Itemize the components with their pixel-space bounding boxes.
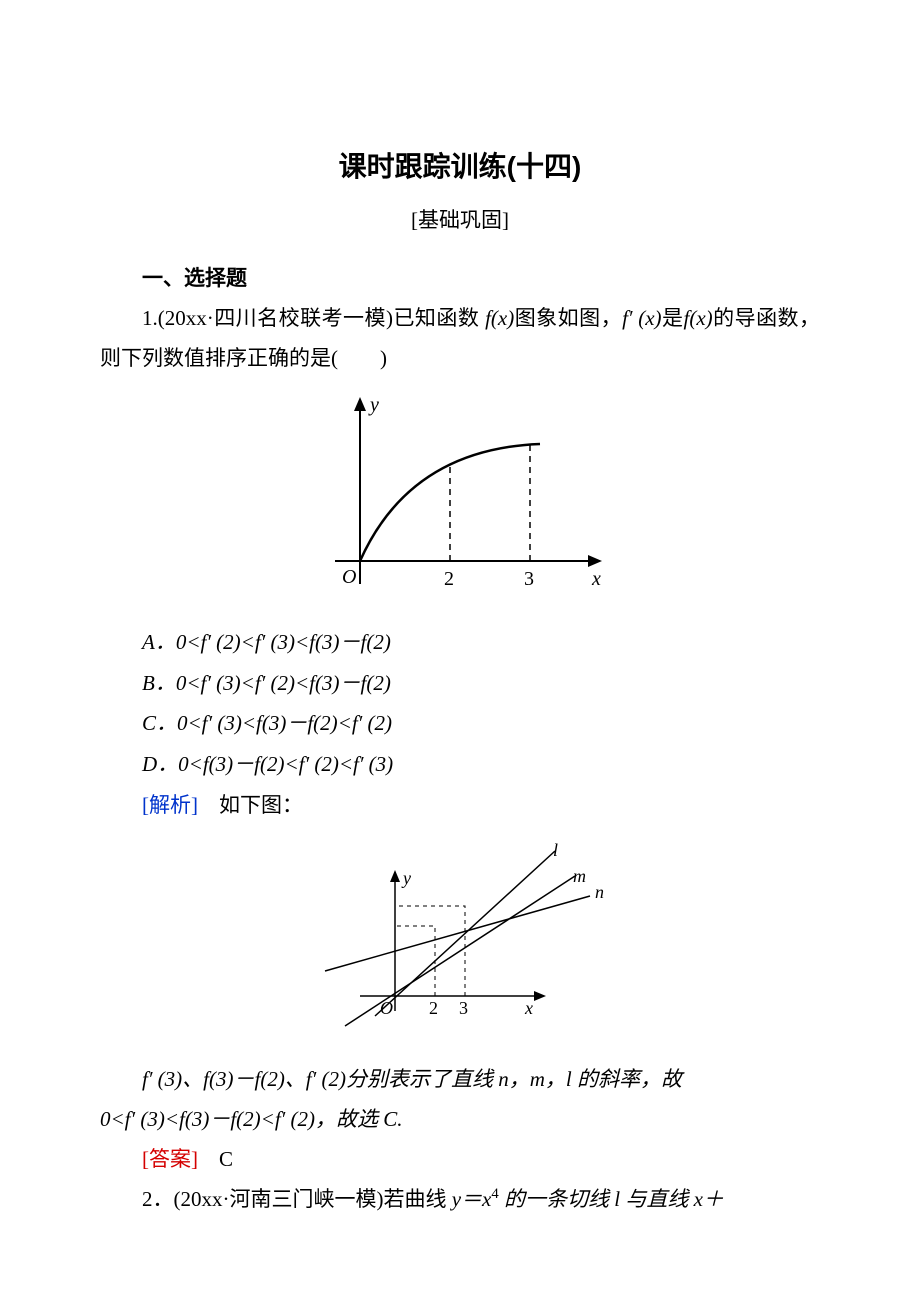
q1-stem: 1.(20xx·四川名校联考一模)已知函数 f(x)图象如图，f′ (x)是f(… bbox=[100, 299, 820, 379]
q1-stem-a: 1.(20xx·四川名校联考一模)已知函数 bbox=[142, 306, 485, 330]
fig2-label-y: y bbox=[401, 868, 411, 888]
fig2-dash-2 bbox=[395, 906, 465, 996]
q1-fx: f(x) bbox=[485, 306, 514, 330]
fig1-label-2: 2 bbox=[444, 568, 454, 590]
fig1-label-O: O bbox=[342, 566, 356, 588]
q1-conclusion-a: f′ (3)、f(3)－f(2)、f′ (2)分别表示了直线 n，m，l 的斜率… bbox=[100, 1060, 820, 1100]
q2-stem-b: 的一条切线 l 与直线 x＋ bbox=[499, 1187, 724, 1211]
figure-2: y O 2 3 x l m n bbox=[100, 836, 820, 1050]
fig2-label-2: 2 bbox=[429, 998, 438, 1018]
q2-power: 4 bbox=[491, 1186, 498, 1202]
fig1-label-x: x bbox=[591, 568, 601, 590]
fig1-label-3: 3 bbox=[524, 568, 534, 590]
fig2-label-n: n bbox=[595, 882, 604, 902]
fig2-y-arrow bbox=[390, 870, 400, 882]
q1-fx2: f(x) bbox=[684, 306, 713, 330]
q1-analysis-line: [解析] 如下图： bbox=[100, 786, 820, 826]
figure-2-svg: y O 2 3 x l m n bbox=[305, 836, 615, 1036]
answer-label: [答案] bbox=[142, 1147, 198, 1171]
q2-stem-a: 2．(20xx·河南三门峡一模)若曲线 bbox=[142, 1187, 452, 1211]
page-title: 课时跟踪训练(十四) bbox=[100, 140, 820, 193]
answer-value: C bbox=[198, 1147, 233, 1171]
q2-stem: 2．(20xx·河南三门峡一模)若曲线 y＝x4 的一条切线 l 与直线 x＋ bbox=[100, 1180, 820, 1220]
q1-conclusion-b: 0<f′ (3)<f(3)－f(2)<f′ (2)，故选 C. bbox=[100, 1100, 820, 1140]
fig2-label-3: 3 bbox=[459, 998, 468, 1018]
fig1-x-arrow bbox=[588, 555, 602, 567]
fig1-label-y: y bbox=[368, 394, 379, 416]
q1-option-a: A．0<f′ (2)<f′ (3)<f(3)－f(2) bbox=[100, 623, 820, 663]
q1-stem-b: 图象如图， bbox=[514, 306, 622, 330]
q1-option-c: C．0<f′ (3)<f(3)－f(2)<f′ (2) bbox=[100, 704, 820, 744]
fig2-label-O: O bbox=[380, 998, 393, 1018]
q1-fpx: f′ (x) bbox=[622, 306, 661, 330]
figure-1-svg: y O 2 3 x bbox=[300, 389, 620, 599]
q1-answer-line: [答案] C bbox=[100, 1140, 820, 1180]
page-subtitle: [基础巩固] bbox=[100, 201, 820, 241]
fig2-line-l bbox=[375, 851, 555, 1016]
figure-1: y O 2 3 x bbox=[100, 389, 820, 613]
q1-option-b: B．0<f′ (3)<f′ (2)<f(3)－f(2) bbox=[100, 664, 820, 704]
analysis-label: [解析] bbox=[142, 793, 198, 817]
fig2-line-n bbox=[325, 896, 590, 971]
q2-curve: y＝x bbox=[452, 1187, 492, 1211]
section-heading: 一、选择题 bbox=[100, 259, 820, 299]
fig1-y-arrow bbox=[354, 397, 366, 411]
q1-option-d: D．0<f(3)－f(2)<f′ (2)<f′ (3) bbox=[100, 745, 820, 785]
fig2-label-l: l bbox=[553, 840, 558, 860]
fig2-label-x: x bbox=[524, 998, 533, 1018]
fig2-dash-1 bbox=[395, 926, 435, 996]
analysis-text: 如下图： bbox=[198, 793, 303, 817]
fig2-label-m: m bbox=[573, 866, 586, 886]
fig2-x-arrow bbox=[534, 991, 546, 1001]
q1-stem-c: 是 bbox=[662, 306, 684, 330]
